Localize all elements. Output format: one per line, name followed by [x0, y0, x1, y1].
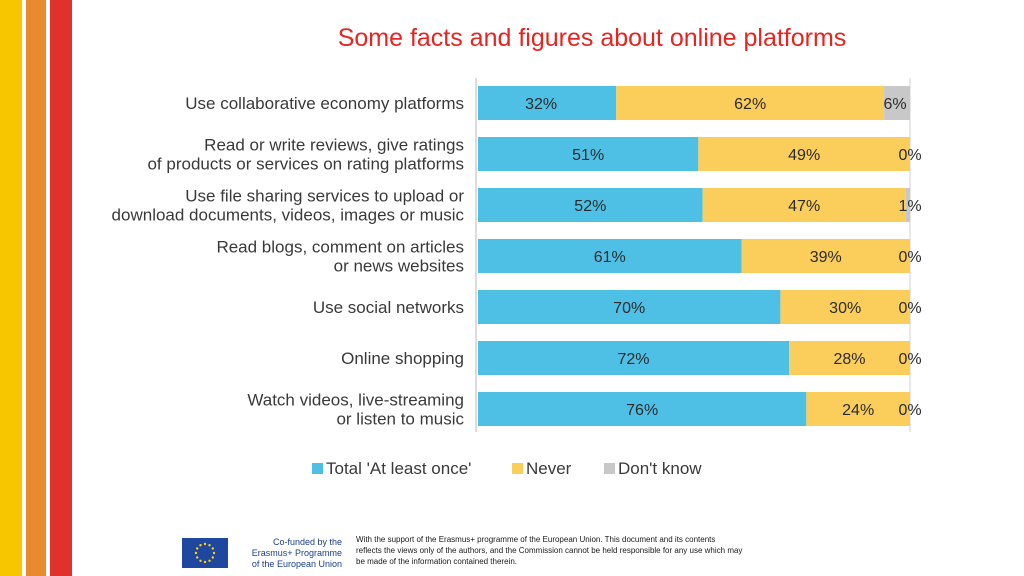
category-label-line: Watch videos, live-streaming	[247, 391, 464, 410]
value-label: 30%	[829, 300, 861, 317]
flag-star	[199, 559, 202, 562]
cofunded-text: Co-funded by the Erasmus+ Programme of t…	[232, 537, 342, 570]
bar-segment	[780, 290, 910, 324]
bar-segment	[884, 86, 910, 120]
category-label-line: Read or write reviews, give ratings	[204, 136, 464, 155]
category-label: Use collaborative economy platforms	[185, 94, 464, 113]
category-label: Use social networks	[313, 298, 464, 317]
bar-segment	[478, 86, 617, 120]
category-label-line: Use social networks	[313, 298, 464, 317]
disclaimer-text: With the support of the Erasmus+ program…	[356, 534, 876, 567]
category-label: Watch videos, live-streaming or listen to…	[247, 391, 464, 429]
bar-segment	[905, 188, 910, 222]
category-label: Use file sharing services to upload or do…	[112, 187, 465, 225]
flag-star	[208, 559, 211, 562]
bar-segment	[806, 392, 910, 426]
legend-swatch	[312, 463, 323, 474]
category-label: Online shopping	[341, 349, 464, 368]
value-label: 76%	[626, 402, 658, 419]
bar-segment	[478, 188, 703, 222]
value-label: 61%	[594, 249, 626, 266]
value-label: 0%	[898, 147, 921, 164]
bar-segment	[741, 239, 910, 273]
eu-flag-icon	[182, 538, 228, 568]
category-label-line: or listen to music	[336, 410, 464, 429]
disclaimer-line: be made of the information contained the…	[356, 557, 517, 566]
flag-star	[211, 547, 214, 550]
value-label: 24%	[842, 402, 874, 419]
flag-star	[194, 551, 198, 555]
category-label-line: Use file sharing services to upload or	[185, 187, 464, 206]
category-label-line: of products or services on rating platfo…	[147, 155, 464, 174]
value-label: 52%	[574, 198, 606, 215]
bar-segment	[478, 239, 742, 273]
value-label: 39%	[810, 249, 842, 266]
legend-swatch	[604, 463, 615, 474]
value-label: 49%	[788, 147, 820, 164]
category-label: Read blogs, comment on articles or news w…	[216, 238, 464, 276]
category-label-line: Online shopping	[341, 349, 464, 368]
legend-label: Don't know	[618, 459, 702, 478]
bar-segment	[616, 86, 885, 120]
legend-label: Total 'At least once'	[326, 459, 471, 478]
value-label: 72%	[618, 351, 650, 368]
flag-star	[211, 556, 214, 559]
bar-segment	[478, 290, 781, 324]
bar-segment	[478, 137, 699, 171]
flag-star	[199, 544, 202, 547]
stripe-yellow	[0, 0, 22, 576]
legend-swatch	[512, 463, 523, 474]
disclaimer-line: With the support of the Erasmus+ program…	[356, 535, 716, 544]
value-label: 51%	[572, 147, 604, 164]
value-label: 0%	[898, 351, 921, 368]
value-label: 32%	[525, 96, 557, 113]
flag-star	[196, 547, 199, 550]
bar-segment	[478, 392, 807, 426]
category-label-line: Use collaborative economy platforms	[185, 94, 464, 113]
bar-segment	[478, 341, 790, 375]
value-label: 70%	[613, 300, 645, 317]
bar-segment	[698, 137, 910, 171]
stripe-orange	[26, 0, 46, 576]
flag-star	[203, 542, 207, 546]
disclaimer-line: reflects the views only of the authors, …	[356, 546, 743, 555]
flag-star	[212, 551, 216, 555]
stripe-red	[50, 0, 72, 576]
value-label: 0%	[898, 300, 921, 317]
bar-segment	[702, 188, 906, 222]
cofunded-line: Co-funded by the	[272, 537, 342, 547]
category-label: Read or write reviews, give ratings of pr…	[147, 136, 464, 174]
flag-star	[203, 560, 207, 564]
flag-star	[208, 544, 211, 547]
stacked-bar-chart: Use collaborative economy platforms 32% 62…	[112, 78, 922, 478]
value-label: 62%	[734, 96, 766, 113]
category-label-line: Read blogs, comment on articles	[216, 238, 464, 257]
value-label: 0%	[898, 249, 921, 266]
value-label: 0%	[898, 402, 921, 419]
value-label: 6%	[883, 96, 906, 113]
legend-label: Never	[526, 459, 572, 478]
value-label: 1%	[898, 198, 921, 215]
value-label: 28%	[834, 351, 866, 368]
bar-segment	[789, 341, 910, 375]
cofunded-line: Erasmus+ Programme	[251, 548, 342, 558]
category-label-line: download documents, videos, images or mu…	[112, 206, 465, 225]
cofunded-line: of the European Union	[251, 559, 342, 569]
value-label: 47%	[788, 198, 820, 215]
flag-star	[196, 556, 199, 559]
slide-title: Some facts and figures about online plat…	[337, 24, 847, 52]
category-label-line: or news websites	[334, 257, 464, 276]
